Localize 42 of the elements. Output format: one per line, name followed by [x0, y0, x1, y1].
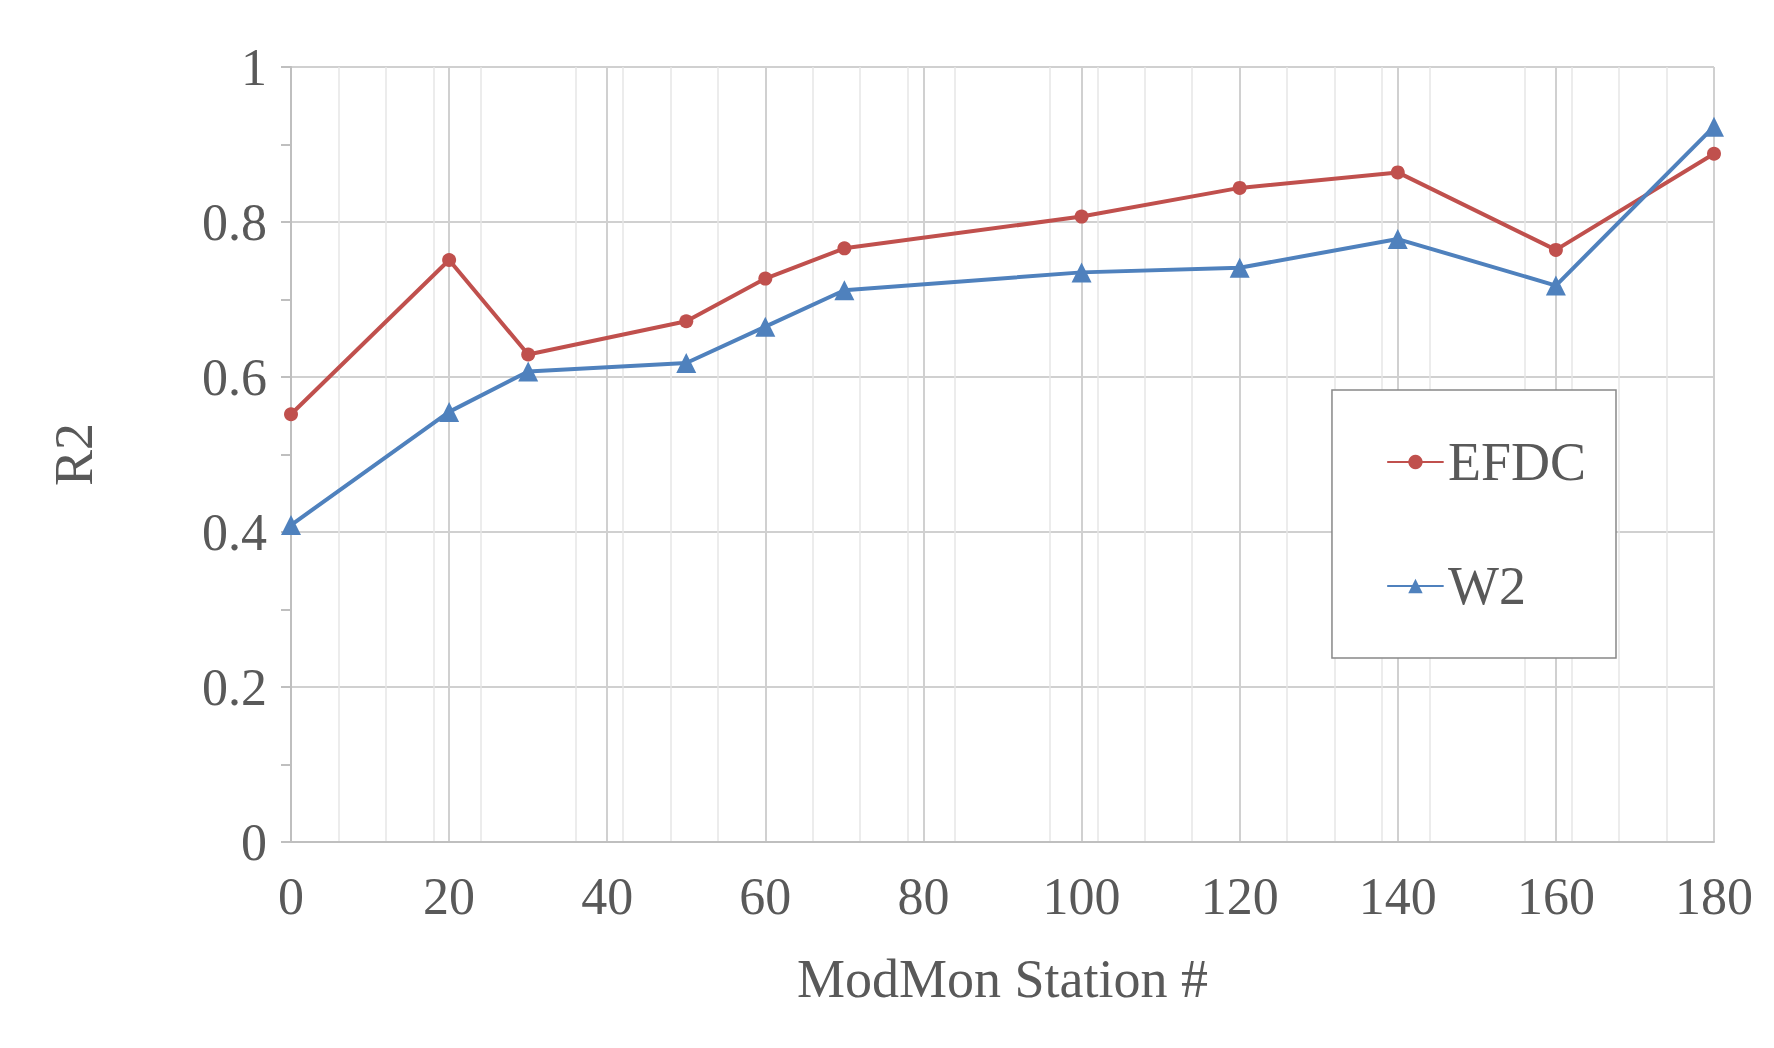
point — [1071, 262, 1092, 283]
point — [442, 252, 457, 267]
point — [439, 401, 460, 422]
point — [679, 314, 694, 329]
x-tick-label: 140 — [1358, 867, 1437, 925]
y-tick-label: 0.8 — [202, 193, 267, 251]
point — [1545, 275, 1566, 296]
point — [1232, 180, 1247, 195]
y-tick-label: 0.6 — [202, 348, 267, 406]
point — [1074, 209, 1089, 224]
point — [518, 361, 539, 382]
point — [676, 353, 697, 374]
x-tick-label: 60 — [739, 867, 792, 925]
x-tick-label: 180 — [1675, 867, 1753, 925]
point — [1390, 165, 1405, 180]
point — [521, 347, 536, 362]
point — [837, 241, 852, 256]
x-tick-label: 20 — [423, 867, 476, 925]
point — [281, 515, 301, 536]
point — [758, 271, 773, 286]
point — [1229, 257, 1250, 278]
x-tick-label: 100 — [1042, 867, 1121, 925]
x-tick-label: 0 — [278, 867, 304, 925]
y-axis-title: R2 — [44, 422, 104, 487]
point — [755, 316, 776, 337]
y-tick-label: 1 — [241, 38, 267, 96]
legend-label: EFDC — [1447, 432, 1587, 492]
point — [834, 280, 855, 301]
point — [1387, 229, 1408, 250]
point — [1548, 242, 1563, 257]
y-tick-label: 0 — [241, 813, 267, 871]
legend-label: W2 — [1447, 556, 1526, 616]
x-tick-label: 80 — [897, 867, 950, 925]
point — [1707, 146, 1721, 161]
x-tick-label: 40 — [581, 867, 634, 925]
y-tick-label: 0.2 — [202, 658, 267, 716]
x-tick-label: 160 — [1516, 867, 1595, 925]
x-tick-label: 120 — [1200, 867, 1279, 925]
x-axis-title: ModMon Station # — [796, 949, 1209, 1009]
y-tick-label: 0.4 — [202, 503, 267, 561]
point — [1704, 116, 1724, 137]
point — [284, 407, 298, 422]
